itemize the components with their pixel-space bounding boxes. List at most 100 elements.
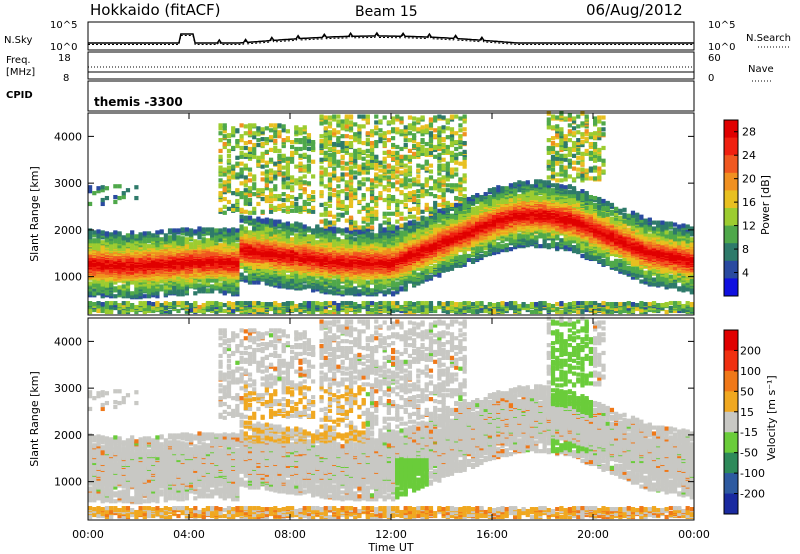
power-cell	[399, 132, 404, 137]
power-cell	[290, 203, 295, 209]
power-cell	[369, 225, 375, 230]
power-cell	[374, 216, 379, 221]
power-cell	[281, 307, 286, 313]
power-cell	[357, 281, 362, 286]
power-cell	[290, 150, 295, 155]
power-cell	[239, 161, 244, 166]
power-cell	[336, 217, 341, 222]
power-cell	[172, 228, 177, 233]
power-cell	[218, 207, 223, 212]
power-cell	[226, 199, 232, 205]
power-cell	[344, 114, 349, 119]
power-cell	[134, 290, 139, 295]
power-cell	[386, 188, 391, 193]
power-cell	[290, 237, 295, 242]
power-cell	[353, 170, 358, 175]
power-cell	[247, 210, 253, 215]
power-cell	[374, 304, 379, 310]
power-cell	[218, 197, 223, 203]
power-cell	[382, 280, 387, 285]
power-cell	[319, 309, 324, 315]
power-cell	[311, 145, 316, 151]
power-cell	[210, 236, 215, 241]
power-cell	[323, 167, 328, 172]
power-cell	[327, 241, 333, 246]
power-cell	[218, 183, 223, 188]
power-cell	[365, 118, 370, 123]
power-cell	[327, 301, 333, 306]
power-cell	[104, 304, 110, 310]
power-cell	[256, 307, 261, 313]
power-cell	[172, 280, 177, 285]
power-cell	[256, 138, 261, 143]
power-cell	[348, 306, 354, 312]
power-cell	[113, 230, 118, 235]
power-cell	[285, 277, 290, 282]
power-cell	[239, 154, 244, 159]
nave-tick-bottom: 0	[708, 73, 714, 84]
cpid-frame	[87, 80, 695, 112]
power-cell	[298, 167, 303, 172]
power-cell	[100, 188, 105, 193]
power-cell	[348, 178, 354, 183]
power-cell	[134, 195, 139, 201]
power-cell	[399, 280, 404, 285]
power-cell	[395, 155, 400, 160]
power-cell	[247, 178, 253, 183]
power-cell	[176, 228, 181, 233]
power-cell	[399, 146, 404, 152]
power-cell	[239, 191, 244, 196]
power-cell	[281, 171, 286, 176]
power-cell	[348, 140, 354, 146]
power-cell	[399, 304, 404, 310]
power-cell	[252, 146, 257, 152]
power-cell	[294, 303, 299, 309]
power-cell	[260, 192, 265, 197]
power-cell	[210, 301, 215, 306]
power-cell	[226, 184, 232, 189]
power-cell	[319, 193, 324, 199]
power-cell	[369, 307, 375, 313]
power-cell	[218, 154, 223, 159]
power-cell	[222, 302, 227, 308]
power-cell	[302, 125, 307, 130]
power-cell	[365, 131, 370, 136]
power-cell	[273, 170, 278, 175]
power-cell	[130, 307, 135, 313]
power-cell	[193, 307, 198, 313]
power-cell	[146, 306, 152, 312]
power-cell	[399, 161, 404, 166]
power-cell	[319, 177, 324, 182]
power-cell	[197, 233, 202, 238]
power-cell	[391, 211, 396, 216]
power-cell	[243, 196, 248, 202]
power-cell	[340, 122, 345, 127]
power-cell	[357, 164, 362, 169]
power-cell	[121, 235, 126, 240]
power-cell	[231, 227, 236, 232]
power-cell	[92, 191, 97, 196]
power-cell	[361, 225, 366, 230]
power-cell	[146, 303, 152, 309]
power-cell	[218, 282, 223, 287]
power-cell	[235, 202, 240, 208]
power-cell	[327, 210, 333, 215]
power-cell	[365, 222, 370, 227]
power-cell	[319, 212, 324, 217]
power-cell	[247, 152, 253, 157]
power-cell	[361, 170, 366, 175]
cpid-panel: CPID themis -3300	[6, 80, 695, 112]
power-cell	[298, 185, 303, 190]
power-cell	[167, 302, 173, 307]
power-cell	[201, 279, 206, 284]
power-cell	[348, 235, 354, 240]
power-cell	[163, 285, 168, 290]
power-cell	[306, 284, 312, 289]
power-cell	[348, 198, 354, 204]
power-cell	[306, 309, 312, 315]
power-cell	[231, 126, 236, 131]
power-cell	[100, 282, 105, 287]
power-cell	[311, 139, 316, 145]
power-cell	[306, 279, 312, 284]
power-cell	[252, 174, 257, 179]
